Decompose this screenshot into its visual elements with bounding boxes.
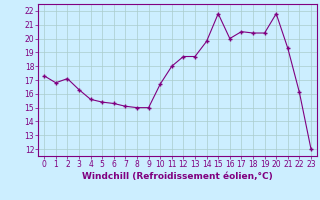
X-axis label: Windchill (Refroidissement éolien,°C): Windchill (Refroidissement éolien,°C) [82,172,273,181]
